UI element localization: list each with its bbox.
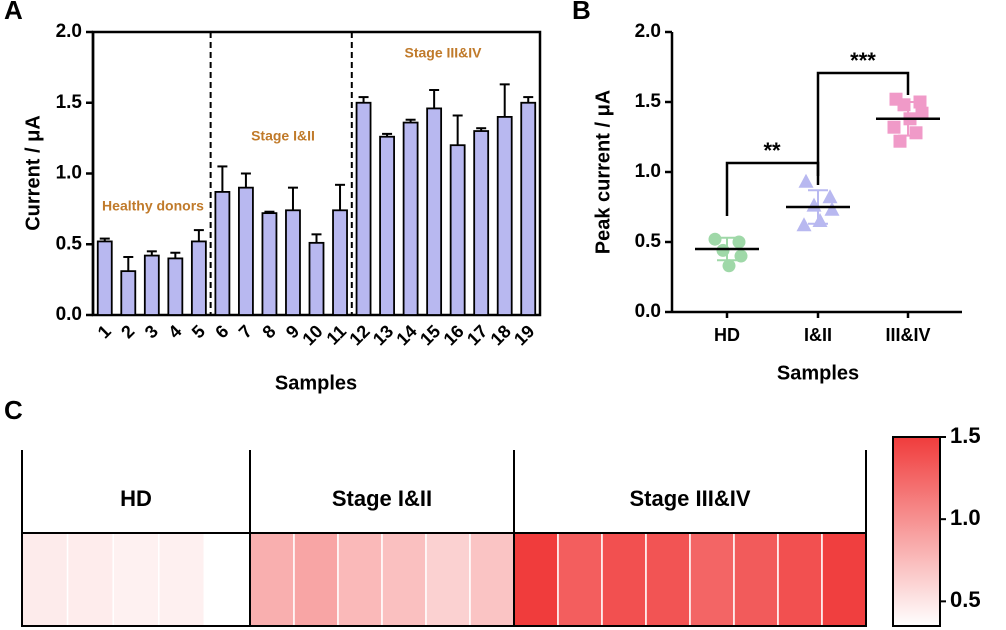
y-tick-label: 0.5 — [635, 231, 662, 252]
bar — [190, 240, 207, 316]
y-tick-label: 0.0 — [635, 301, 661, 322]
annotation: Stage III&IV — [404, 45, 482, 61]
data-point — [887, 120, 901, 134]
bar — [355, 101, 372, 316]
annotation: ** — [763, 138, 781, 163]
data-point — [722, 259, 736, 273]
bar — [96, 240, 113, 316]
group-label: Stage I&II — [332, 486, 432, 511]
heatmap-cell — [66, 532, 114, 627]
heatmap-cell — [469, 532, 515, 627]
bar — [402, 121, 419, 316]
heatmap-cell — [381, 532, 427, 627]
data-point — [913, 95, 927, 109]
bar — [426, 107, 443, 316]
heatmap-cell — [733, 532, 779, 627]
y-tick-label: 1.0 — [635, 161, 661, 182]
colorbar-tick-label: 1.5 — [950, 423, 981, 448]
data-point — [798, 173, 814, 188]
bar — [285, 209, 301, 316]
group-frame — [513, 532, 867, 627]
bar — [261, 212, 278, 316]
colorbar-tick-label: 0.5 — [950, 587, 981, 612]
y-axis-title: Current / μA — [22, 115, 44, 231]
x-tick-label: 5 — [188, 321, 209, 342]
bar — [449, 144, 466, 316]
bar — [520, 101, 537, 316]
heatmap-cell — [293, 532, 339, 627]
significance-bracket — [816, 71, 910, 176]
bar — [214, 190, 231, 316]
y-tick-label: 1.0 — [56, 163, 82, 184]
heatmap-cell — [645, 532, 691, 627]
x-tick-label: 9 — [282, 321, 303, 342]
data-point — [708, 232, 722, 246]
data-point — [822, 189, 838, 204]
y-tick-label: 0.0 — [56, 304, 82, 325]
heatmap-cell — [777, 532, 823, 627]
x-tick-label: 6 — [211, 321, 232, 342]
heatmap-cell — [689, 532, 735, 627]
heatmap-cell — [513, 532, 559, 627]
x-tick-label: III&IV — [885, 325, 930, 345]
heatmap-cell — [21, 532, 69, 627]
data-point — [796, 217, 812, 232]
heatmap-cell — [337, 532, 383, 627]
heatmap-cell — [249, 532, 295, 627]
x-axis-title: Samples — [777, 362, 859, 384]
heatmap-cell — [425, 532, 471, 627]
colorbar — [892, 436, 941, 627]
bar — [238, 186, 254, 316]
heatmap-cell — [158, 532, 206, 627]
data-point — [734, 249, 748, 263]
heatmap-cell — [557, 532, 603, 627]
x-tick-label: 4 — [164, 321, 185, 342]
heatmap-cell — [601, 532, 647, 627]
x-tick-label: I&II — [804, 325, 832, 345]
x-tick-label: 19 — [510, 321, 538, 349]
annotation: Healthy donors — [102, 198, 204, 214]
y-tick-label: 2.0 — [635, 21, 661, 42]
y-axis-title: Peak current / μA — [592, 90, 614, 255]
y-tick-label: 0.5 — [56, 233, 83, 254]
x-tick-label: 8 — [258, 321, 279, 342]
annotation: *** — [850, 48, 876, 73]
x-tick-label: 7 — [235, 321, 256, 342]
x-axis-title: Samples — [275, 372, 357, 394]
data-point — [806, 197, 822, 212]
bar — [473, 130, 490, 316]
x-tick-label: HD — [714, 325, 740, 345]
x-tick-label: 2 — [117, 321, 138, 342]
x-tick-label: 3 — [141, 321, 162, 342]
y-tick-label: 1.5 — [56, 92, 83, 113]
heatmap-cell — [203, 532, 251, 627]
group-label: Stage III&IV — [629, 486, 750, 511]
bar — [379, 135, 395, 316]
data-point — [909, 126, 923, 140]
heatmap-cell — [821, 532, 867, 627]
y-tick-label: 2.0 — [56, 21, 82, 42]
x-tick-label: 1 — [94, 321, 115, 342]
data-point — [893, 134, 907, 148]
panel-label: B — [572, 0, 591, 25]
data-point — [824, 201, 840, 216]
heatmap-cell — [112, 532, 160, 627]
bar — [496, 116, 513, 316]
bar — [332, 209, 348, 316]
group-label: HD — [120, 486, 152, 511]
bar — [167, 257, 184, 316]
bar — [308, 241, 325, 316]
panel-label: C — [4, 395, 23, 425]
bar — [143, 254, 160, 316]
y-tick-label: 1.5 — [635, 91, 662, 112]
bar — [120, 270, 137, 316]
data-point — [915, 106, 929, 120]
annotation: Stage I&II — [251, 128, 315, 144]
colorbar-tick-label: 1.0 — [950, 505, 981, 530]
panel-label: A — [4, 0, 23, 25]
